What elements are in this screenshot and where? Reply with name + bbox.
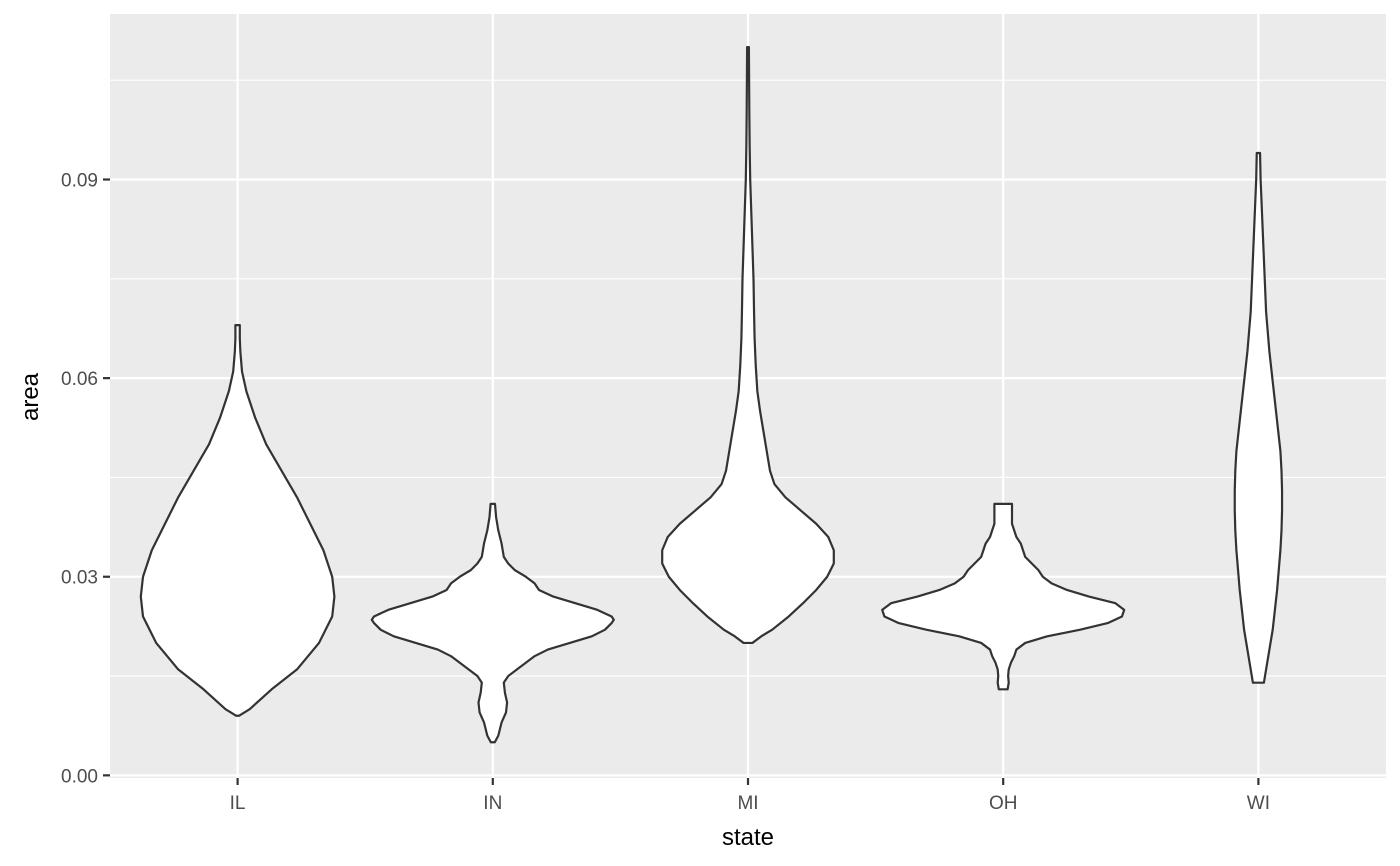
- y-tick-label: 0.09: [61, 171, 98, 192]
- violins-layer: [139, 46, 1284, 744]
- x-axis: IL IN MI OH WI: [230, 778, 1270, 814]
- violin-in: [370, 502, 615, 744]
- violin-oh: [881, 502, 1126, 691]
- x-tick-label: WI: [1247, 793, 1270, 814]
- x-tick-label: IN: [483, 793, 502, 814]
- violin-mi: [661, 46, 835, 645]
- x-axis-title: state: [722, 824, 774, 851]
- y-tick-label: 0.03: [61, 568, 98, 589]
- y-axis: 0.00 0.03 0.06 0.09: [61, 171, 110, 787]
- y-tick-label: 0.00: [61, 766, 98, 787]
- x-tick-label: IL: [230, 793, 246, 814]
- x-tick-label: OH: [989, 793, 1018, 814]
- y-tick-label: 0.06: [61, 369, 98, 390]
- y-axis-title: area: [17, 372, 44, 421]
- violin-il: [139, 324, 336, 717]
- x-tick-label: MI: [737, 793, 758, 814]
- violin-wi: [1233, 151, 1284, 684]
